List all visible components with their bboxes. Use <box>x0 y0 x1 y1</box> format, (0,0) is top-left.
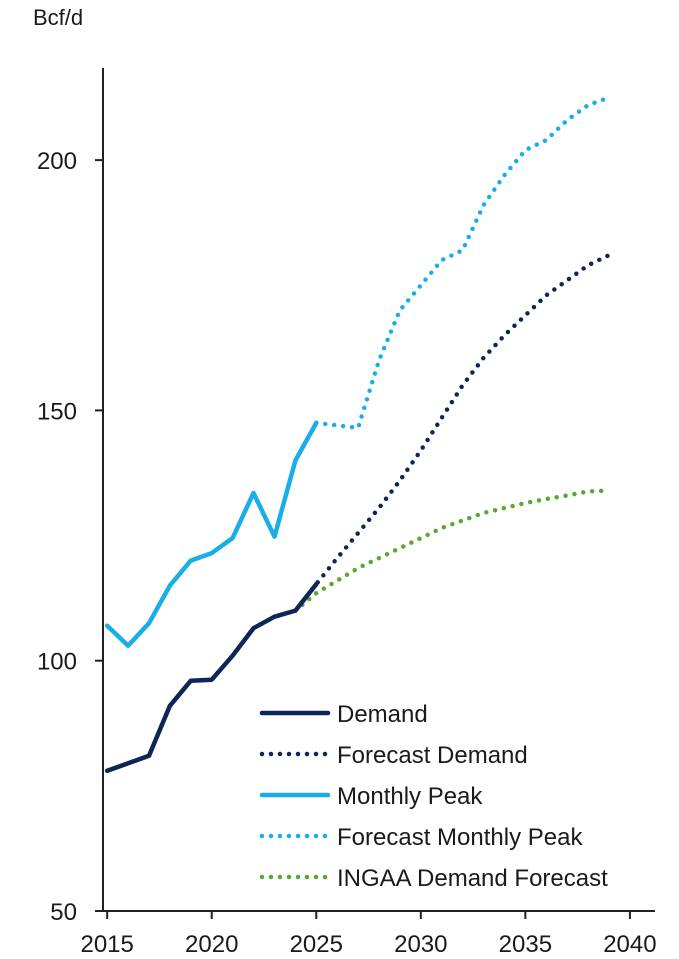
series-line-ingaa-demand-forecast <box>293 488 612 613</box>
y-tick-label: 150 <box>37 398 77 425</box>
legend-label-monthly-peak: Monthly Peak <box>337 783 483 810</box>
x-tick-label: 2020 <box>185 931 238 958</box>
y-tick-label: 100 <box>37 649 77 676</box>
legend-label-demand: Demand <box>337 701 428 728</box>
y-tick-label: 200 <box>37 148 77 175</box>
x-tick-label: 2015 <box>80 931 133 958</box>
series-line-forecast-monthly-peak <box>314 95 612 431</box>
legend-label-forecast-monthly-peak: Forecast Monthly Peak <box>337 824 583 851</box>
series-line-monthly-peak <box>104 420 319 648</box>
series-layer <box>104 95 612 774</box>
y-axis-unit-label: Bcf/d <box>33 5 83 30</box>
y-tick-label: 50 <box>50 899 77 926</box>
series-line-demand <box>104 581 319 774</box>
legend-label-forecast-demand: Forecast Demand <box>337 742 528 769</box>
x-tick-label: 2040 <box>603 931 656 958</box>
series-line-forecast-demand <box>293 252 612 613</box>
legend: Demand Forecast Demand Monthly Peak Forecas… <box>259 701 608 892</box>
x-tick-label: 2035 <box>499 931 552 958</box>
x-tick-label: 2025 <box>290 931 343 958</box>
axes: 50 100 150 200 2015 2020 2025 2030 2035 2040 <box>37 68 657 958</box>
x-tick-label: 2030 <box>394 931 447 958</box>
legend-label-ingaa-demand-forecast: INGAA Demand Forecast <box>337 865 608 892</box>
